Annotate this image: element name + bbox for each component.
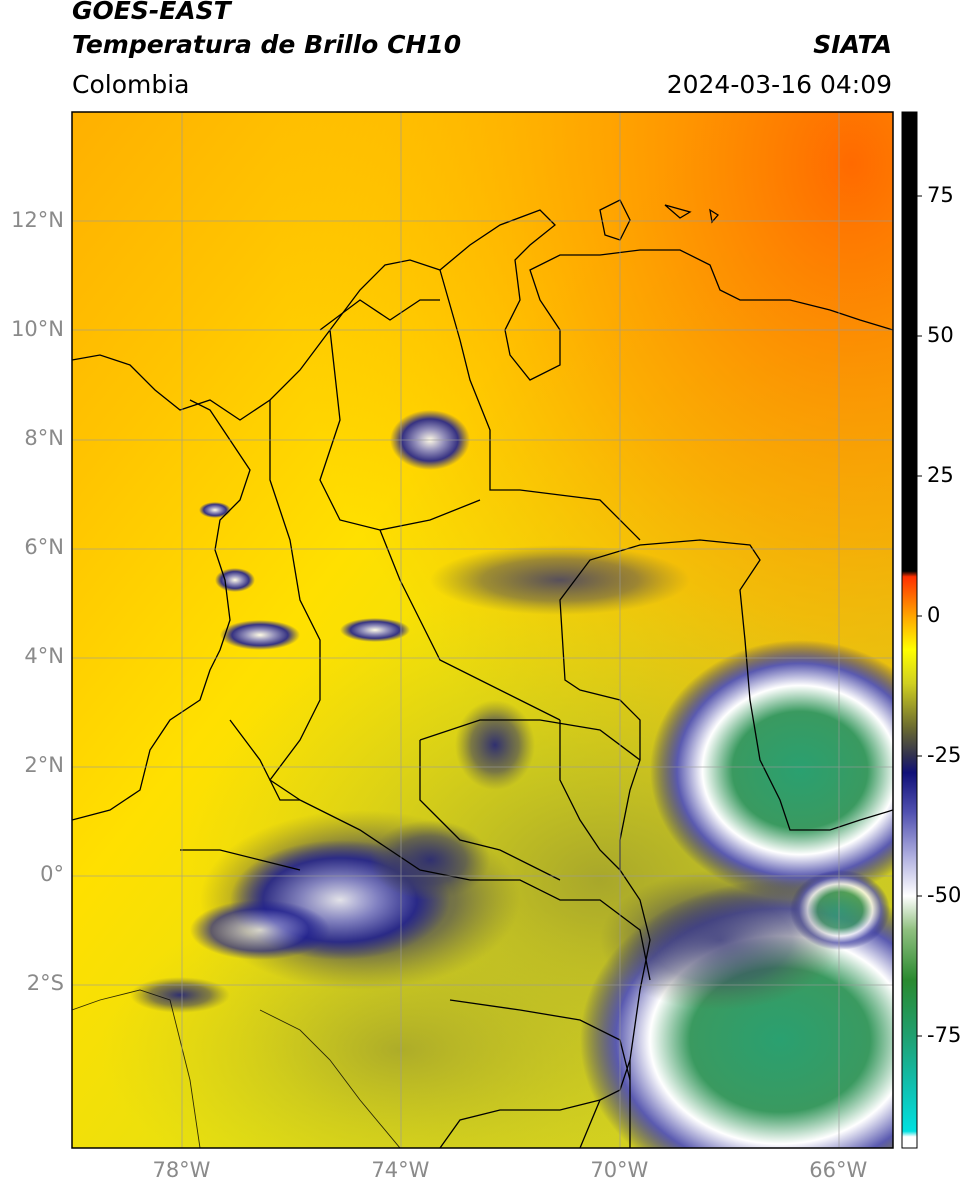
colorbar-scale [901,111,918,1149]
lon-tick-label: 70°W [590,1158,649,1182]
lon-tick-label: 66°W [809,1158,868,1182]
satellite-name: GOES-EAST [72,0,231,25]
colorbar-tick-label: -25 [927,743,962,767]
colorbar-tick-label: 0 [927,603,941,627]
colorbar-tick-label: -50 [927,883,962,907]
lat-tick-label: 6°N [24,535,64,560]
graticule [72,112,893,1148]
lat-tick-label: 0° [40,862,64,887]
lat-tick-label: 12°N [11,208,64,233]
lon-tick-label: 78°W [152,1158,211,1182]
product-title: Temperatura de Brillo CH10 [72,30,462,59]
colorbar-tick-label: 25 [927,463,954,487]
lat-tick-label: 2°S [26,971,64,996]
lat-tick-label: 2°N [24,753,64,778]
map-frame [71,111,894,1149]
lon-tick-label: 74°W [371,1158,430,1182]
lat-tick-label: 10°N [11,317,64,342]
colorbar-tick-label: 50 [927,323,954,347]
datetime-label: 2024-03-16 04:09 [666,70,892,99]
agency-label: SIATA [813,30,892,59]
colorbar-tick-label: -75 [927,1023,962,1047]
lat-tick-label: 4°N [24,644,64,669]
region-label: Colombia [72,70,190,99]
lat-tick-label: 8°N [24,426,64,451]
colorbar-tick-label: 75 [927,183,954,207]
colorbar [901,111,922,1149]
